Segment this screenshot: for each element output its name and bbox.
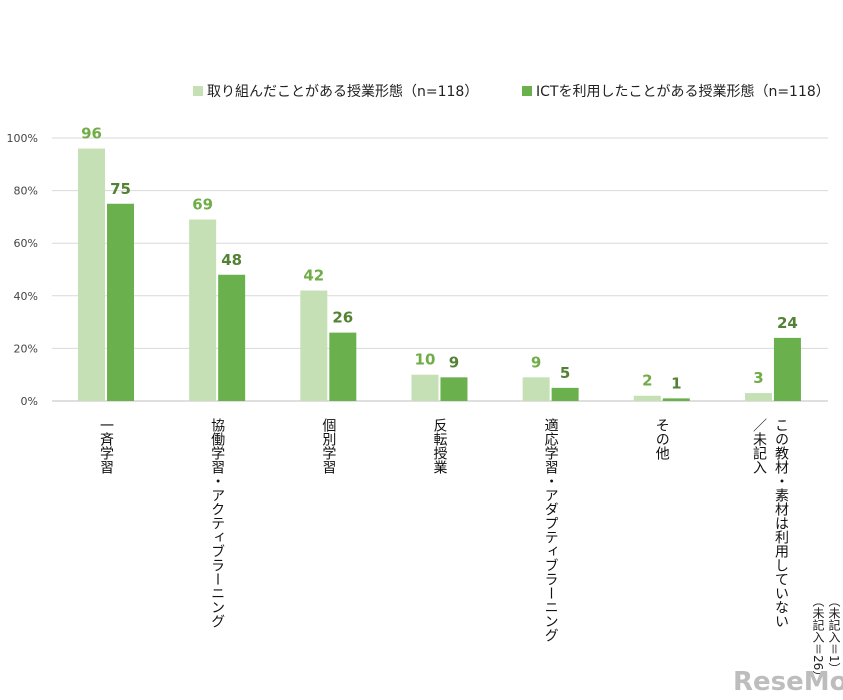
bar — [522, 377, 550, 401]
footnotes: （未記入＝1） （未記入＝26） — [811, 595, 841, 682]
data-label: 24 — [777, 314, 798, 332]
bar — [78, 148, 105, 401]
y-axis-ticks: 0% 20% 40% 60% 80% 100% — [7, 132, 38, 408]
bar — [189, 219, 217, 401]
data-label: 9 — [531, 353, 541, 371]
bar — [218, 274, 246, 401]
legend-label: ICTを利用したことがある授業形態（n=118） — [536, 84, 830, 100]
y-tick-label: 60% — [14, 237, 38, 250]
footnote: （未記入＝26） — [811, 595, 825, 682]
data-label: 96 — [81, 125, 102, 143]
category-label: その他 — [654, 418, 670, 461]
bar — [329, 332, 357, 401]
category-label: 個別学習 — [320, 418, 336, 474]
watermark: ReseMom — [733, 667, 843, 697]
bar — [773, 337, 801, 401]
bar — [107, 203, 134, 401]
category-labels: 一斉学習 協働学習・アクティブラーニング 個別学習 反転授業 適応学習・アダプティブラー… — [98, 417, 789, 642]
data-label: 5 — [560, 364, 570, 382]
data-label: 75 — [110, 180, 131, 198]
category-label: ／未記入 — [751, 418, 767, 474]
y-tick-label: 0% — [21, 395, 38, 408]
bar — [411, 374, 439, 401]
category-label: 反転授業 — [431, 418, 447, 474]
category-label: 協働学習・アクティブラーニング — [209, 418, 225, 628]
data-label: 2 — [642, 372, 652, 390]
bar — [551, 387, 579, 401]
category-label: この教材・素材は利用していない — [773, 418, 789, 628]
legend: 取り組んだことがある授業形態（n=118） ICTを利用したことがある授業形態（… — [193, 84, 830, 100]
bar — [662, 398, 690, 401]
y-tick-label: 100% — [7, 132, 38, 145]
bars — [78, 148, 801, 401]
category-label: 一斉学習 — [98, 418, 114, 474]
gridlines — [52, 137, 828, 402]
legend-label: 取り組んだことがある授業形態（n=118） — [207, 84, 478, 100]
footnote: （未記入＝1） — [827, 595, 841, 675]
y-tick-label: 80% — [14, 185, 38, 198]
data-label: 48 — [221, 251, 242, 269]
bar — [633, 395, 661, 401]
legend-swatch — [522, 86, 532, 96]
data-label: 69 — [192, 196, 213, 214]
data-label: 42 — [303, 267, 324, 285]
category-label: 適応学習・アダプティブラーニング — [543, 417, 559, 642]
data-label: 10 — [415, 351, 436, 369]
data-label: 26 — [332, 309, 353, 327]
data-label: 9 — [449, 353, 459, 371]
bar — [744, 393, 772, 401]
bar — [440, 377, 468, 401]
bar — [300, 290, 328, 401]
data-label: 3 — [753, 369, 763, 387]
legend-swatch — [193, 86, 203, 96]
y-tick-label: 40% — [14, 290, 38, 303]
y-tick-label: 20% — [14, 342, 38, 355]
data-label: 1 — [671, 374, 681, 392]
